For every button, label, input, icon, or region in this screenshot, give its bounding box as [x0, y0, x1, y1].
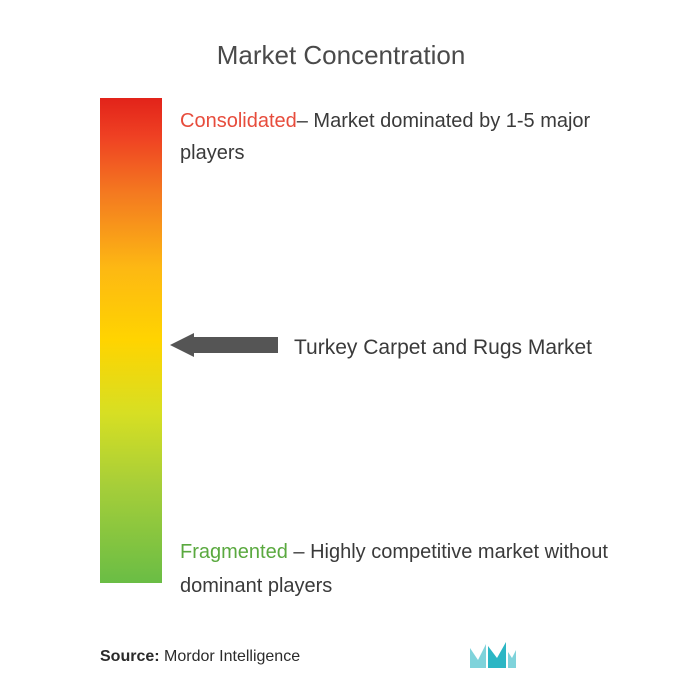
fragmented-annotation: Fragmented – Highly competitive market w…: [180, 535, 660, 603]
consolidated-annotation: Consolidated– Market dominated by 1-5 ma…: [180, 105, 650, 169]
mordor-logo-icon: [468, 640, 516, 675]
consolidated-keyword: Consolidated: [180, 110, 297, 132]
source-value: Mordor Intelligence: [164, 648, 300, 665]
chart-title: Market Concentration: [0, 40, 682, 71]
arrow-left-icon: [170, 330, 278, 365]
market-position-marker: Turkey Carpet and Rugs Market: [170, 330, 592, 365]
market-position-label: Turkey Carpet and Rugs Market: [294, 336, 592, 360]
fragmented-keyword: Fragmented: [180, 541, 288, 563]
source-attribution: Source: Mordor Intelligence: [100, 648, 300, 666]
source-label: Source:: [100, 648, 160, 665]
concentration-gradient-bar: [100, 98, 162, 583]
